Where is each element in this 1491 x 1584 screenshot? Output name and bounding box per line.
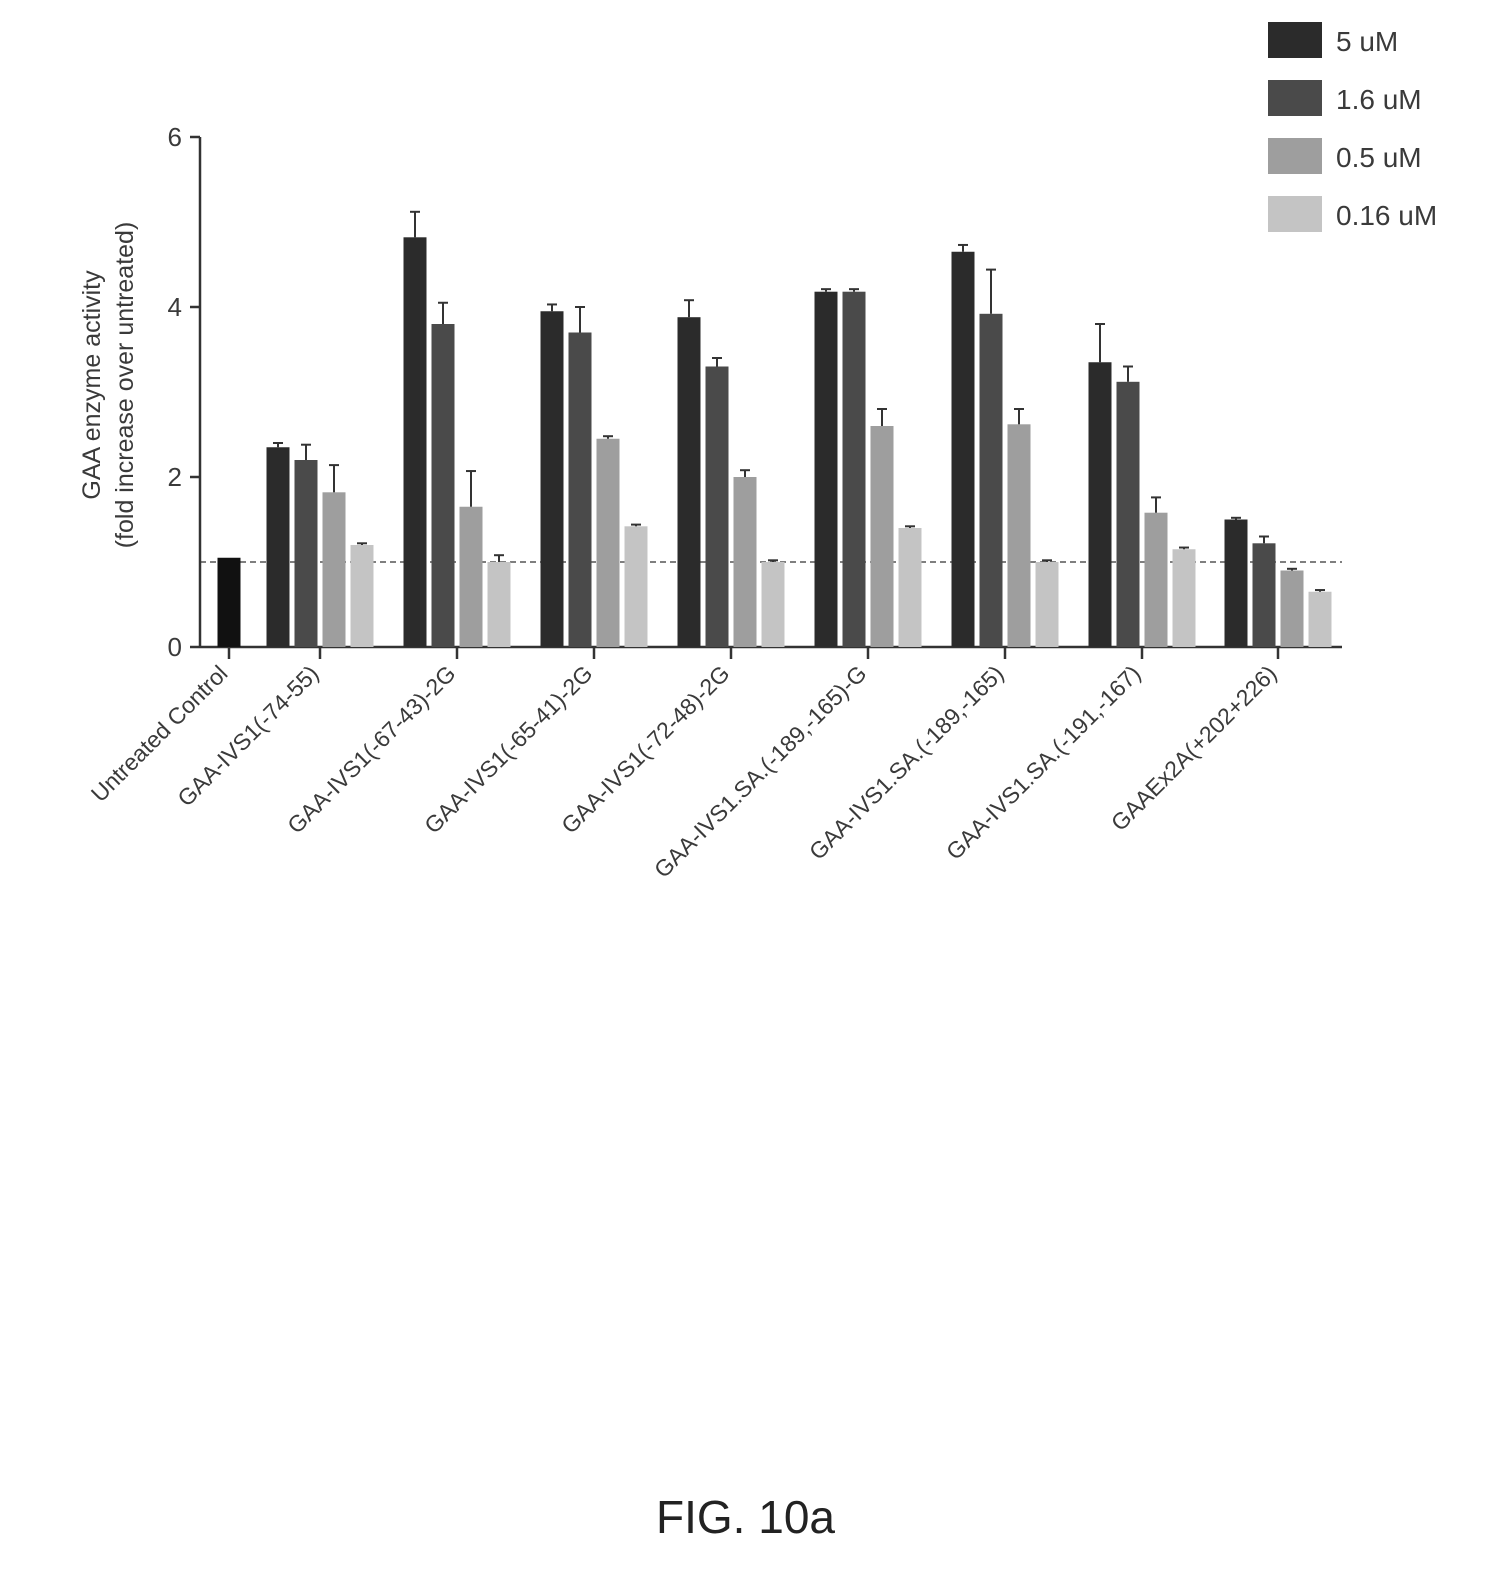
bar-0p5uM [1280, 570, 1304, 647]
bar-0p5uM [1144, 512, 1168, 647]
bar-1p6uM [431, 324, 455, 647]
bar-0p16uM [761, 562, 785, 647]
bar-0p5uM [733, 477, 757, 647]
y-axis-title-line2: (fold increase over untreated) [111, 222, 139, 549]
bar-0p5uM [596, 438, 620, 647]
bar-1p6uM [1116, 381, 1140, 647]
figure-caption: FIG. 10a [656, 1491, 835, 1543]
bar-1p6uM [842, 291, 866, 647]
bar-0p5uM [322, 492, 346, 647]
y-tick-label: 6 [168, 122, 182, 152]
bar-5uM [540, 311, 564, 647]
bar-1p6uM [705, 366, 729, 647]
bar-5uM [1224, 519, 1248, 647]
legend-label: 0.5 uM [1336, 142, 1422, 173]
y-axis-title-line1: GAA enzyme activity [78, 270, 106, 500]
bar-0p16uM [898, 528, 922, 647]
y-tick-label: 0 [168, 632, 182, 662]
bar-1p6uM [568, 332, 592, 647]
bar-untreated-control [217, 557, 241, 647]
legend-swatch [1268, 196, 1322, 232]
legend-swatch [1268, 22, 1322, 58]
legend: 5 uM 1.6 uM 0.5 uM 0.16 uM [1268, 22, 1437, 232]
bar-5uM [951, 251, 975, 647]
bar-5uM [1088, 362, 1112, 647]
bar-0p16uM [624, 526, 648, 647]
bar-0p5uM [870, 426, 894, 647]
bar-5uM [677, 317, 701, 647]
legend-swatch [1268, 80, 1322, 116]
legend-label: 5 uM [1336, 26, 1398, 57]
bar-1p6uM [1252, 543, 1276, 647]
bar-0p16uM [1035, 562, 1059, 647]
bar-0p16uM [1172, 549, 1196, 647]
y-tick-label: 4 [168, 292, 182, 322]
bar-5uM [814, 291, 838, 647]
bar-5uM [403, 237, 427, 648]
legend-label: 1.6 uM [1336, 84, 1422, 115]
bar-0p5uM [1007, 424, 1031, 647]
bar-0p5uM [459, 506, 483, 647]
bar-5uM [266, 447, 290, 647]
bar-0p16uM [1308, 591, 1332, 647]
y-tick-label: 2 [168, 462, 182, 492]
bar-1p6uM [294, 460, 318, 647]
bar-1p6uM [979, 313, 1003, 647]
bar-0p16uM [350, 545, 374, 647]
legend-label: 0.16 uM [1336, 200, 1437, 231]
bar-0p16uM [487, 562, 511, 647]
legend-swatch [1268, 138, 1322, 174]
